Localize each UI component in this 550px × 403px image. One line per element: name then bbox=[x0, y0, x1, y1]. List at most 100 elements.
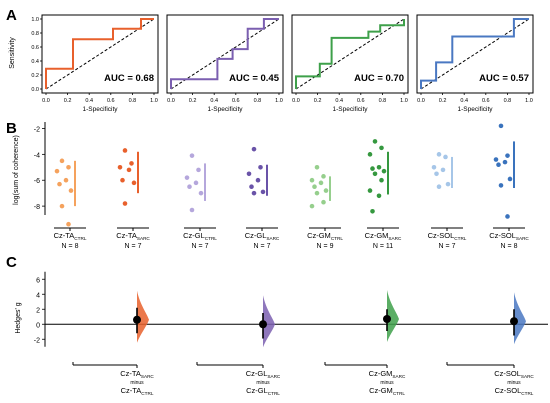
data-point bbox=[198, 190, 204, 196]
data-point bbox=[367, 152, 373, 157]
data-point bbox=[57, 181, 62, 187]
data-point bbox=[126, 167, 132, 173]
comparison-minus-label: minus bbox=[130, 380, 144, 386]
data-point bbox=[372, 139, 378, 144]
roc-reference-diagonal bbox=[420, 18, 530, 90]
panel-a-roc: Sensitivity AUC = 0.68 0.0 0.2 0.4 0.6 0.8 1.0 1… bbox=[9, 14, 534, 113]
bootstrap-distribution bbox=[263, 295, 275, 348]
roc-subplot-3: AUC = 0.57 0.0 0.2 0.4 0.6 0.8 1.0 1-Specificit… bbox=[416, 14, 534, 113]
data-point bbox=[129, 161, 134, 166]
group-n-label: N = 9 bbox=[317, 243, 334, 250]
comparison-bottom-label-base: Cz-GL bbox=[246, 386, 268, 395]
group-n-label: N = 7 bbox=[192, 243, 209, 250]
panel-letter-b: B bbox=[6, 120, 17, 137]
group-n-label: N = 11 bbox=[373, 243, 393, 250]
scatter-y-tick-label: -2 bbox=[34, 126, 40, 133]
data-point bbox=[436, 152, 442, 157]
comparison-minus-label: minus bbox=[507, 380, 521, 386]
group-label-base: Cz-TA bbox=[54, 231, 75, 240]
roc-x-tick-label: 0.2 bbox=[189, 98, 197, 104]
roc-subplot-0: AUC = 0.68 0.0 0.2 0.4 0.6 0.8 1.0 1-Specificit… bbox=[31, 14, 159, 113]
roc-curve bbox=[170, 18, 279, 89]
data-point bbox=[372, 171, 378, 177]
comparison-minus-label: minus bbox=[256, 380, 270, 386]
data-point bbox=[309, 203, 315, 209]
group-label: Cz-TACTRL bbox=[54, 231, 87, 241]
comparison-bottom-label-subscript: CTRL bbox=[268, 391, 281, 396]
group-n-label: N = 7 bbox=[125, 243, 142, 250]
data-point bbox=[431, 164, 437, 170]
data-point bbox=[376, 193, 382, 199]
roc-x-tick-label: 0.6 bbox=[232, 98, 240, 104]
roc-x-tick-label: 0.8 bbox=[254, 98, 262, 104]
bootstrap-distribution bbox=[514, 292, 526, 345]
data-point bbox=[323, 188, 329, 193]
comparison-bottom-label: Cz-SOLCTRL bbox=[495, 386, 534, 396]
group-label-base: Cz-GL bbox=[183, 231, 205, 240]
scatter-y-tick-label: -4 bbox=[34, 152, 40, 159]
data-point bbox=[434, 171, 439, 177]
roc-frame bbox=[291, 14, 409, 94]
scatter-group-5: Cz-GMSARC N = 11 bbox=[365, 139, 402, 250]
roc-y-tick-label: 0.4 bbox=[31, 59, 39, 65]
effect-point-estimate bbox=[510, 317, 518, 326]
effect-y-axis-label: Hedges' g bbox=[15, 302, 22, 333]
group-label: Cz-SOLCTRL bbox=[428, 231, 467, 241]
data-point bbox=[436, 184, 442, 190]
roc-curve bbox=[295, 19, 405, 89]
roc-x-axis-label: 1-Specificity bbox=[332, 106, 368, 113]
data-point bbox=[507, 176, 513, 182]
data-point bbox=[379, 145, 384, 151]
data-point bbox=[120, 177, 125, 183]
scatter-group-0: Cz-TACTRL N = 8 bbox=[54, 158, 87, 250]
roc-frame bbox=[41, 14, 159, 94]
roc-x-tick-label: 0.0 bbox=[417, 98, 425, 104]
roc-frame bbox=[166, 14, 284, 94]
roc-reference-diagonal bbox=[45, 18, 155, 90]
comparison-top-label-base: Cz-GM bbox=[369, 369, 393, 378]
data-point bbox=[321, 174, 326, 179]
data-point bbox=[59, 203, 65, 209]
data-point bbox=[376, 164, 382, 170]
auc-label: AUC = 0.70 bbox=[354, 73, 404, 84]
comparison-bottom-label-base: Cz-TA bbox=[121, 386, 142, 395]
data-point bbox=[502, 159, 508, 165]
group-label: Cz-GLCTRL bbox=[183, 231, 217, 241]
data-point bbox=[370, 208, 375, 214]
data-point bbox=[184, 175, 190, 180]
roc-x-tick-label: 1.0 bbox=[275, 98, 283, 104]
comparison-top-label-subscript: SARC bbox=[141, 374, 155, 379]
group-n-label: N = 8 bbox=[62, 243, 79, 250]
roc-curve bbox=[45, 18, 154, 89]
data-point bbox=[498, 123, 504, 129]
scatter-group-1: Cz-TASARC N = 7 bbox=[116, 148, 150, 250]
data-point bbox=[498, 183, 504, 188]
roc-y-tick-label: 0.2 bbox=[31, 73, 39, 79]
effect-point-estimate bbox=[383, 315, 391, 323]
comparison-bottom-label: Cz-TACTRL bbox=[121, 386, 154, 396]
roc-x-tick-label: 0.0 bbox=[292, 98, 300, 104]
roc-y-tick-label: 1.0 bbox=[31, 17, 39, 23]
group-n-label: N = 7 bbox=[254, 243, 271, 250]
roc-y-tick-label: 0.8 bbox=[31, 31, 39, 37]
data-point bbox=[379, 177, 384, 183]
roc-x-tick-label: 0.6 bbox=[357, 98, 365, 104]
group-label-subscript: CTRL bbox=[331, 236, 344, 241]
roc-x-tick-label: 1.0 bbox=[150, 98, 158, 104]
roc-x-axis-label: 1-Specificity bbox=[457, 106, 493, 113]
data-point bbox=[445, 181, 451, 187]
data-point bbox=[309, 177, 315, 183]
roc-x-tick-label: 0.2 bbox=[439, 98, 447, 104]
group-label-subscript: SARC bbox=[388, 236, 402, 241]
comparison-minus-label: minus bbox=[380, 380, 394, 386]
data-point bbox=[59, 158, 65, 164]
scatter-y-tick-label: -6 bbox=[34, 178, 40, 185]
group-label-subscript: CTRL bbox=[454, 236, 467, 241]
data-point bbox=[131, 180, 137, 186]
data-point bbox=[314, 164, 320, 170]
data-point bbox=[249, 184, 254, 190]
roc-x-tick-label: 0.4 bbox=[210, 98, 218, 104]
